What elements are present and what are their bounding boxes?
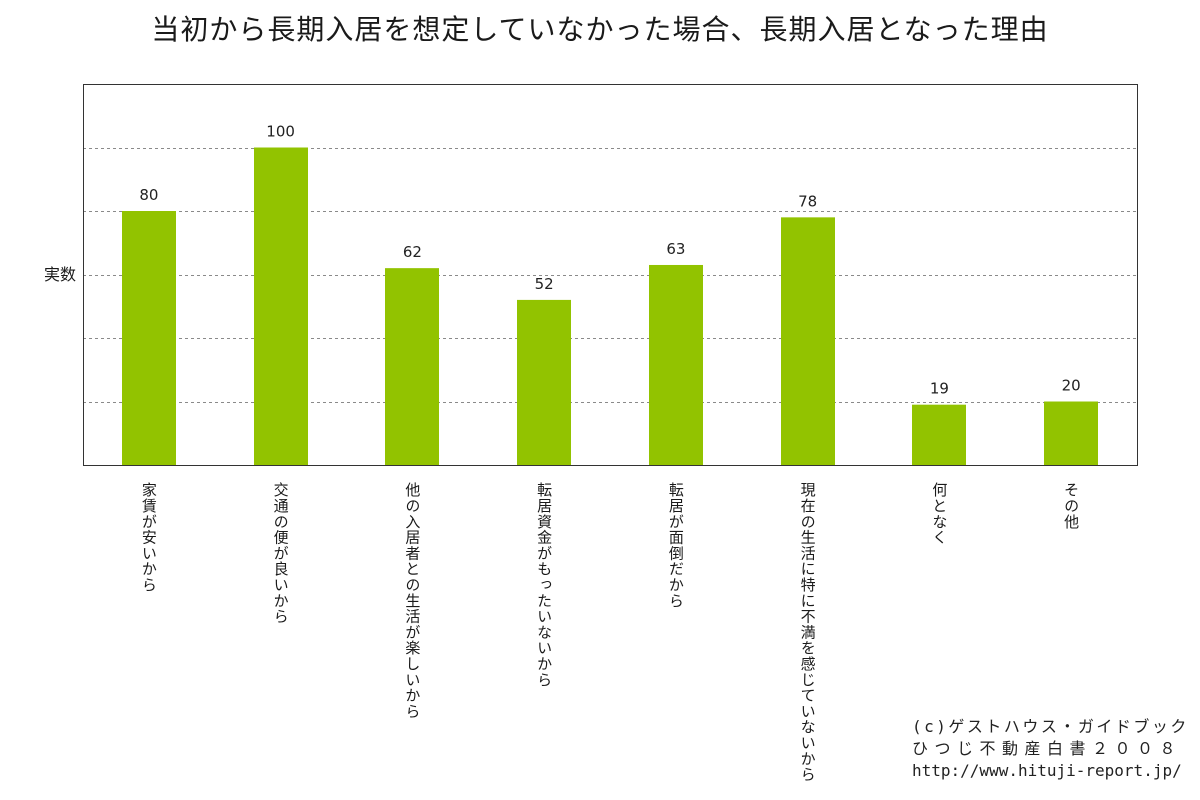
data-label: 19: [930, 380, 949, 398]
data-label: 100: [266, 123, 295, 141]
gridlines: [83, 148, 1137, 403]
y-axis-label: 実数: [43, 265, 76, 284]
data-label: 52: [535, 275, 554, 293]
credit-line: ひつじ不動産白書２００８: [912, 739, 1183, 758]
chart-title: 当初から長期入居を想定していなかった場合、長期入居となった理由: [151, 13, 1049, 46]
data-label: 63: [666, 240, 685, 258]
bar: [517, 299, 571, 465]
bar: [781, 217, 835, 465]
credit-line: (c)ゲストハウス・ガイドブック: [912, 717, 1189, 736]
bar: [912, 404, 966, 465]
bar: [385, 268, 439, 465]
bar: [122, 211, 176, 465]
data-labels: 80 100 62 52 63 78 19 20: [139, 123, 1080, 398]
bar: [649, 264, 703, 465]
data-label: 78: [798, 192, 817, 210]
data-label: 62: [403, 243, 422, 261]
bars: [122, 147, 1098, 465]
copyright-credit: (c)ゲストハウス・ガイドブック ひつじ不動産白書２００８ http://www…: [906, 714, 1194, 792]
data-label: 20: [1062, 377, 1081, 395]
bar: [254, 147, 308, 465]
bar: [1044, 401, 1098, 465]
credit-url: http://www.hituji-report.jp/: [912, 761, 1182, 780]
data-label: 80: [139, 186, 158, 204]
plot-area-frame: [83, 84, 1138, 466]
